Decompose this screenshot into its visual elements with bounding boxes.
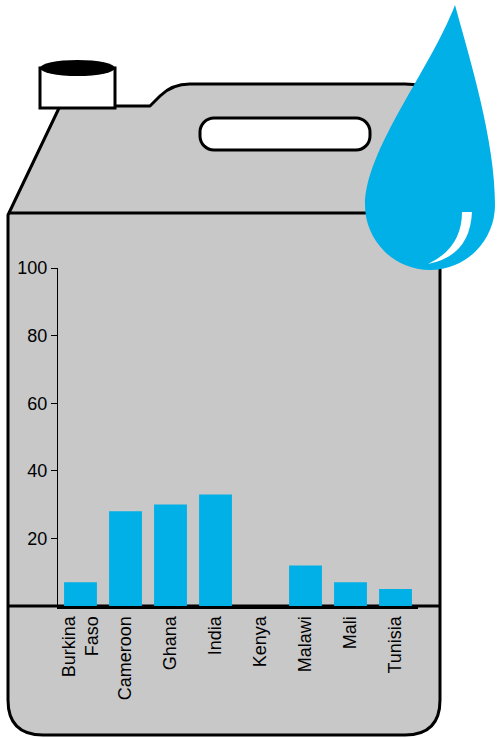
svg-text:Malawi: Malawi: [295, 616, 315, 672]
svg-text:India: India: [205, 615, 225, 655]
svg-text:100: 100: [17, 258, 47, 278]
svg-text:40: 40: [27, 461, 47, 481]
svg-text:Mali: Mali: [340, 616, 360, 649]
svg-text:BurkinaFaso: BurkinaFaso: [59, 615, 102, 677]
svg-text:80: 80: [27, 326, 47, 346]
svg-text:Cameroon: Cameroon: [115, 616, 135, 700]
svg-text:Kenya: Kenya: [250, 615, 270, 667]
svg-text:60: 60: [27, 394, 47, 414]
svg-text:Ghana: Ghana: [160, 615, 180, 670]
svg-text:Tunisia: Tunisia: [385, 615, 405, 673]
svg-text:20: 20: [27, 529, 47, 549]
